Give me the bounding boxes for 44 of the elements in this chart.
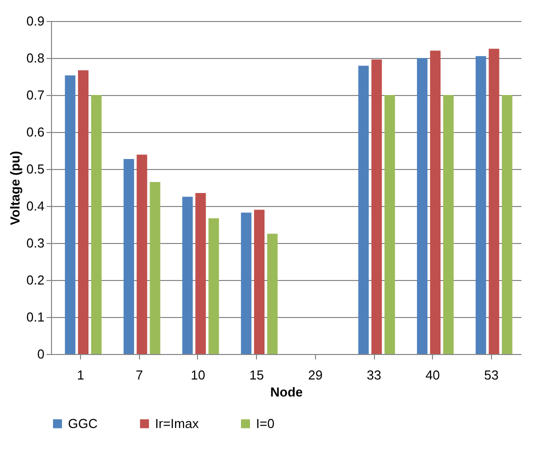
bar [476, 56, 486, 354]
bar [488, 48, 500, 354]
y-tick-label: 0.1 [26, 310, 44, 324]
bar [502, 95, 512, 354]
y-tick-label: 0.3 [26, 236, 44, 250]
bar [240, 212, 252, 354]
x-tick-label: 33 [366, 368, 382, 382]
y-tick-label: 0.2 [26, 272, 44, 288]
y-tick-label: 0.8 [26, 50, 44, 66]
bar [430, 50, 441, 354]
bar [124, 159, 134, 354]
bar [91, 95, 102, 354]
x-tick-label: 40 [425, 368, 440, 382]
bar [443, 95, 454, 354]
x-axis-title: Node [270, 384, 303, 400]
legend-label: Ir=Imax [155, 416, 200, 431]
x-tick-label: 10 [190, 368, 206, 382]
y-tick-label: 0.7 [26, 88, 44, 102]
y-tick-label: 0 [37, 346, 44, 362]
y-tick-label: 0.9 [26, 14, 44, 28]
bar [416, 58, 428, 354]
bar [136, 154, 148, 354]
bar [208, 218, 219, 354]
x-tick-label: 15 [249, 368, 264, 382]
bar [384, 95, 395, 354]
bar [150, 182, 160, 354]
y-tick-label: 0.5 [26, 162, 44, 176]
bar [182, 196, 193, 354]
y-tick-label: 0.4 [26, 198, 44, 214]
x-tick-label: 29 [308, 368, 323, 382]
bar [195, 193, 206, 354]
x-tick-label: 1 [77, 368, 84, 382]
y-axis-title: Voltage (pu) [7, 150, 22, 226]
bar [358, 66, 369, 354]
x-tick-label: 7 [136, 368, 143, 382]
bar [64, 75, 76, 354]
legend-label: I=0 [256, 416, 274, 431]
x-tick-label: 53 [484, 368, 499, 382]
bar [254, 210, 265, 354]
bar [267, 234, 278, 354]
legend-label: GGC [68, 416, 98, 431]
bar [371, 59, 382, 354]
y-tick-label: 0.6 [26, 124, 44, 140]
bar [78, 70, 88, 354]
